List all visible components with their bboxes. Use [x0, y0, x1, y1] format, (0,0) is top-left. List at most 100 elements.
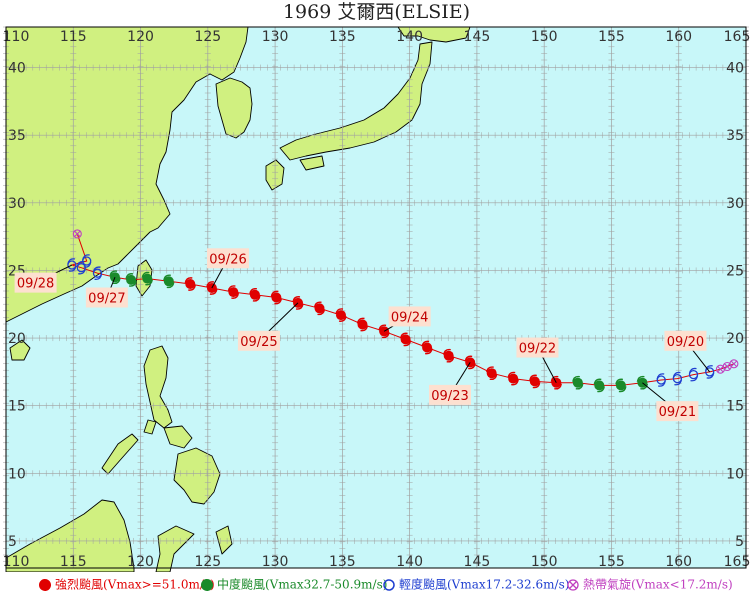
- track-point-ty: [421, 340, 433, 355]
- track-point-ty: [464, 355, 476, 370]
- track-point-sts: [593, 378, 605, 393]
- lat-tick-label: 40: [8, 61, 26, 77]
- lon-tick-label: 120: [127, 29, 154, 45]
- visayas: [163, 425, 193, 449]
- track-point-ty: [335, 308, 347, 322]
- lon-tick-label: 160: [665, 554, 692, 570]
- grid-lines: [3, 26, 749, 568]
- track-point-sts: [109, 270, 121, 285]
- typhoon-symbol-icon: [39, 578, 51, 591]
- lat-tick-label: 10: [8, 466, 26, 482]
- track-point-ts: [67, 258, 77, 272]
- lon-tick-label: 155: [598, 29, 625, 45]
- track-point-sts: [163, 274, 175, 289]
- track-markers: [67, 229, 739, 393]
- track-point-ts: [688, 367, 699, 382]
- luzon: [143, 345, 173, 429]
- date-label: 09/26: [209, 252, 246, 267]
- lat-tick-label: 10: [726, 466, 744, 482]
- lat-tick-label: 30: [726, 196, 744, 212]
- date-label: 09/20: [667, 335, 704, 350]
- landmasses: [5, 26, 471, 572]
- lat-tick-label: 20: [726, 331, 744, 347]
- lon-tick-label: 135: [329, 554, 356, 570]
- legend-item-severe-storm: 中度颱風(Vmax32.7-50.9m/s): [200, 572, 387, 597]
- lat-tick-label: 20: [8, 331, 26, 347]
- lat-tick-label: 30: [8, 196, 26, 212]
- lon-tick-label: 125: [194, 29, 221, 45]
- track-point-ts: [705, 365, 715, 379]
- date-label-box: [429, 384, 471, 405]
- lon-tick-label: 125: [194, 554, 221, 570]
- palawan: [101, 433, 139, 475]
- date-label: 09/27: [88, 292, 125, 307]
- legend: 強烈颱風(Vmax>=51.0m/s) 中度颱風(Vmax32.7-50.9m/…: [0, 572, 753, 596]
- japan-hokkaido: [397, 26, 471, 43]
- lat-tick-label: 15: [726, 399, 744, 415]
- lon-tick-label: 110: [3, 29, 30, 45]
- lon-tick-label: 130: [262, 29, 289, 45]
- lon-tick-label: 165: [724, 554, 751, 570]
- axis-tick-labels: 110 110 115 115 120 120 125 125 130 130 135 135 140 1…: [3, 29, 751, 570]
- track-point-ty: [184, 277, 196, 291]
- lat-tick-label: 40: [726, 61, 744, 77]
- date-label: 09/24: [391, 310, 428, 325]
- track-point-td: [715, 364, 725, 374]
- date-label-box: [664, 330, 707, 351]
- halmahera: [215, 525, 233, 555]
- lon-tick-label: 150: [531, 554, 558, 570]
- borneo: [5, 499, 135, 572]
- lon-tick-label: 145: [464, 554, 491, 570]
- legend-item-tropical-storm: 輕度颱風(Vmax17.2-32.6m/s): [382, 572, 569, 597]
- lon-tick-label: 115: [60, 554, 87, 570]
- track-point-ty: [356, 317, 369, 332]
- date-label-box: [207, 248, 249, 269]
- date-label-box: [388, 306, 431, 327]
- date-label: 09/23: [431, 389, 468, 404]
- track-point-ty: [227, 285, 240, 299]
- track-point-ts: [672, 371, 683, 386]
- lon-tick-label: 115: [60, 29, 87, 45]
- date-label-box: [237, 330, 280, 351]
- legend-item-tropical-depression: 熱帶氣旋(Vmax<17.2m/s): [566, 572, 733, 597]
- lon-tick-label: 155: [598, 554, 625, 570]
- lon-tick-label: 145: [464, 29, 491, 45]
- track-point-ty: [270, 290, 283, 305]
- track-point-ty: [486, 366, 498, 381]
- lat-tick-label: 5: [735, 534, 744, 550]
- track-point-sts: [125, 273, 137, 287]
- date-labels: 09/20 09/21 09/22 09/23 09/24 09/25 09/26 09/27…: [14, 248, 711, 422]
- track-point-ts: [92, 266, 103, 280]
- tropical-storm-symbol-icon: [383, 578, 395, 591]
- japan-shikoku: [299, 155, 325, 171]
- lon-tick-label: 165: [724, 29, 751, 45]
- typhoon-track-map: 110 110 115 115 120 120 125 125 130 130 135 135 140 1…: [3, 26, 751, 572]
- track-point-ts: [656, 373, 666, 387]
- track-point-ty: [249, 287, 261, 302]
- date-label: 09/28: [17, 277, 54, 292]
- lat-tick-label: 35: [726, 128, 744, 144]
- track-point-td: [72, 229, 82, 239]
- lon-tick-label: 140: [396, 554, 423, 570]
- track-point-ty: [529, 374, 541, 389]
- track-point-sts: [141, 271, 153, 286]
- legend-item-typhoon: 強烈颱風(Vmax>=51.0m/s): [38, 572, 215, 597]
- lon-tick-label: 160: [665, 29, 692, 45]
- tropical-depression-symbol-icon: [567, 578, 579, 591]
- map-title: 1969 艾爾西(ELSIE): [282, 1, 471, 23]
- lat-tick-label: 5: [8, 534, 17, 550]
- sulawesi: [155, 525, 195, 572]
- hainan: [9, 339, 31, 361]
- japan-honshu: [279, 41, 433, 161]
- lon-tick-label: 110: [3, 554, 30, 570]
- track-point-ty: [507, 371, 519, 386]
- severe-storm-symbol-icon: [201, 578, 213, 591]
- lon-tick-label: 120: [127, 554, 154, 570]
- lon-tick-label: 150: [531, 29, 558, 45]
- date-label: 09/22: [519, 342, 556, 357]
- date-label-box: [516, 337, 559, 358]
- mainland-asia: [5, 26, 249, 323]
- date-label: 09/25: [240, 335, 277, 350]
- track-point-ty: [313, 301, 326, 316]
- track-point-ts: [82, 254, 92, 268]
